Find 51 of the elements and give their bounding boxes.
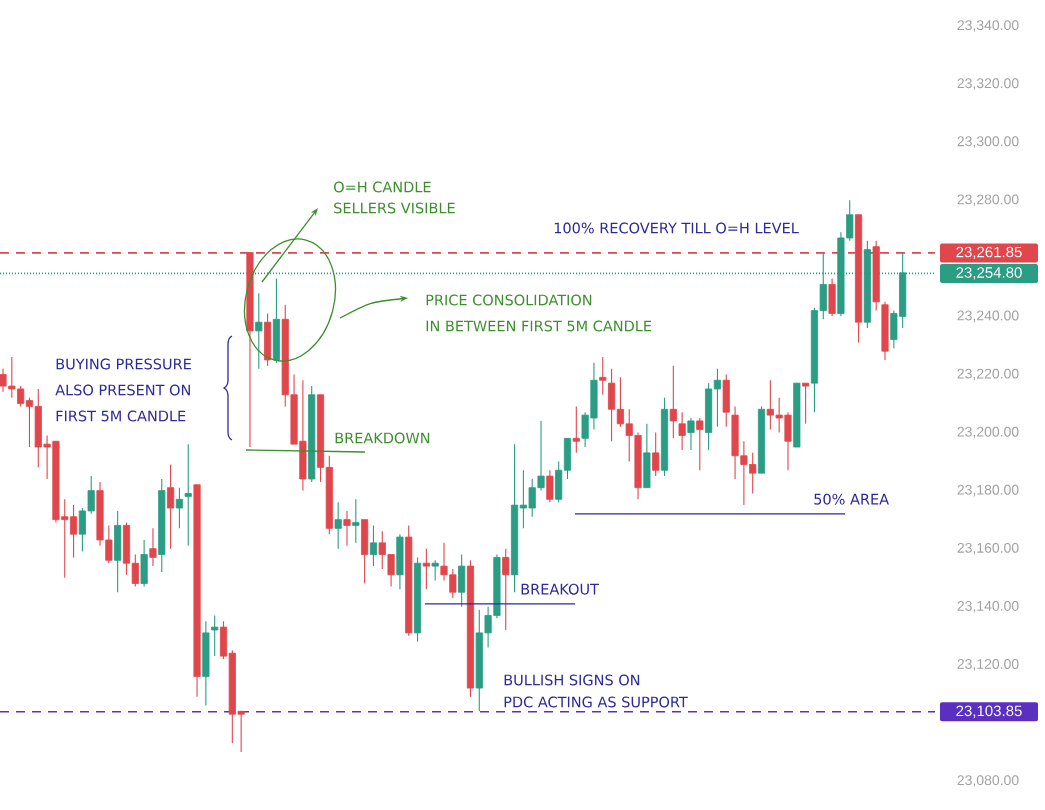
candlestick	[696, 417, 704, 471]
annotation: BULLISH SIGNS ON	[504, 674, 640, 686]
candlestick	[678, 411, 686, 451]
candlestick	[149, 527, 157, 567]
annotation: 100% RECOVERY TILL O=H LEVEL	[554, 222, 799, 234]
annotation: IN BETWEEN FIRST 5M CANDLE	[426, 320, 652, 332]
candlestick	[211, 614, 219, 657]
ref-line-label: 23,254.80	[956, 267, 1022, 280]
candlestick	[652, 431, 660, 477]
annotation: O=H CANDLE	[334, 181, 431, 193]
candlestick	[572, 405, 580, 454]
candlestick	[599, 356, 607, 396]
candlestick	[184, 443, 192, 547]
candlestick	[422, 548, 430, 590]
y-tick-label: 23,140.00	[957, 600, 1019, 613]
ref-line-label: 50% AREA	[814, 493, 889, 505]
y-tick-label: 23,220.00	[957, 368, 1019, 381]
candlestick	[713, 368, 721, 428]
candlestick	[334, 501, 342, 550]
ref-line-label: 23,261.85	[956, 246, 1022, 260]
candlestick	[343, 510, 351, 547]
candlestick	[352, 498, 360, 544]
annotation: PDC ACTING AS SUPPORT	[504, 696, 688, 708]
y-tick-label: 23,160.00	[957, 542, 1019, 555]
candlestick	[175, 487, 183, 529]
candlestick	[255, 292, 263, 370]
candlestick	[687, 417, 695, 451]
candlestick	[369, 524, 378, 567]
y-tick-label: 23,120.00	[957, 659, 1019, 671]
candlestick	[502, 548, 510, 631]
y-tick-label: 23,280.00	[957, 194, 1019, 206]
ref-line-label: 23,103.85	[956, 705, 1022, 718]
y-tick-label: 23,080.00	[957, 775, 1019, 787]
annotation: ALSO PRESENT ON	[55, 384, 190, 396]
candlestick	[167, 463, 175, 550]
annotation: BREAKDOWN	[335, 432, 430, 444]
candlestick	[431, 559, 439, 582]
annotation: SELLERS VISIBLE	[334, 202, 455, 214]
annotation: PRICE CONSOLIDATION	[426, 294, 592, 306]
y-tick-label: 23,340.00	[957, 20, 1019, 32]
annotation: BUYING PRESSURE	[56, 358, 191, 370]
y-tick-label: 23,300.00	[957, 136, 1019, 148]
candlestick	[802, 382, 810, 425]
y-tick-label: 23,180.00	[957, 484, 1019, 497]
y-tick-label: 23,240.00	[957, 310, 1019, 323]
y-tick-label: 23,320.00	[957, 78, 1019, 90]
y-tick-label: 23,200.00	[957, 426, 1019, 439]
candlestick	[546, 469, 554, 503]
annotation: FIRST 5M CANDLE	[56, 410, 186, 422]
ref-line-label: BREAKOUT	[521, 583, 599, 595]
candlestick	[669, 365, 677, 439]
